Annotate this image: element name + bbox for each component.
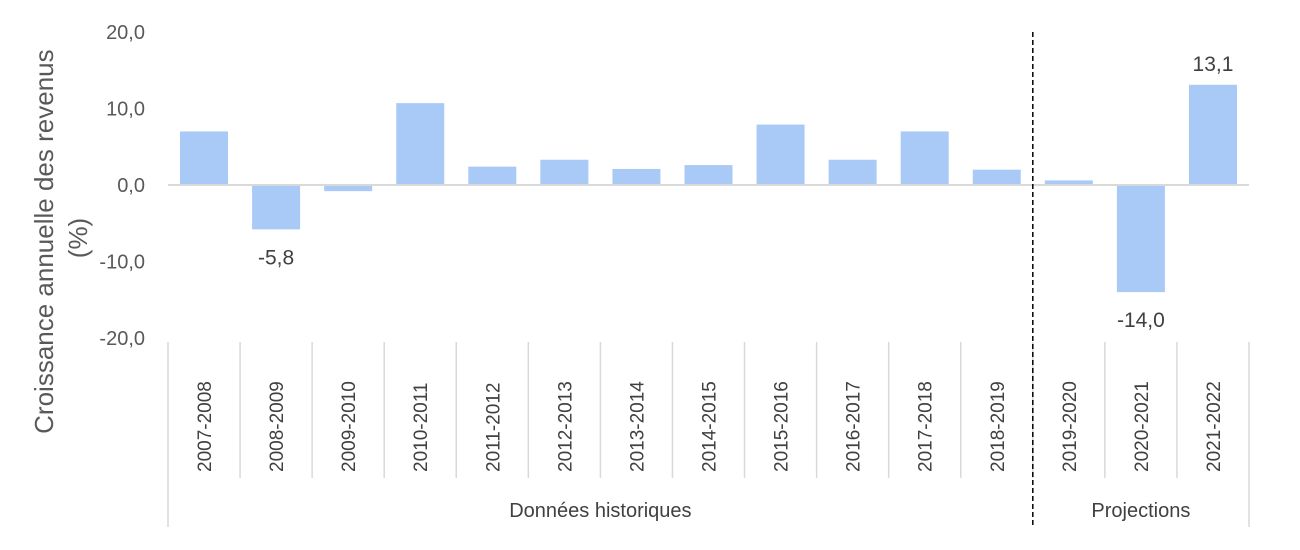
x-tick-label: 2016-2017 <box>844 381 865 472</box>
x-tick-label: 2018-2019 <box>988 381 1009 472</box>
data-label: -14,0 <box>1117 309 1165 332</box>
x-tick-label: 2019-2020 <box>1060 381 1081 472</box>
x-tick-label: 2021-2022 <box>1204 381 1225 472</box>
data-label: 13,1 <box>1193 53 1234 76</box>
bar <box>900 131 949 185</box>
y-ticks: 20,0 10,0 0,0 -10,0 -20,0 <box>99 22 145 350</box>
data-labels: -5,8 -14,0 13,1 <box>258 53 1233 332</box>
x-tick-label: 2009-2010 <box>339 381 360 472</box>
bar <box>1044 180 1093 185</box>
x-tick-label: 2017-2018 <box>916 381 937 472</box>
bars <box>180 84 1237 293</box>
bar <box>252 185 301 230</box>
bar <box>972 169 1021 185</box>
x-tick-label: 2013-2014 <box>627 381 648 472</box>
x-tick-label: 2012-2013 <box>555 381 576 472</box>
category-labels: 2007-2008 2008-2009 2009-2010 2010-2011 2011… <box>167 342 1250 527</box>
x-tick-label: 2008-2009 <box>267 381 288 472</box>
x-tick-label: 2010-2011 <box>411 383 432 472</box>
bar <box>756 124 805 185</box>
group-labels: Données historiques Projections <box>509 32 1190 527</box>
bar <box>180 131 229 185</box>
group-label: Projections <box>1091 500 1190 522</box>
bar <box>1116 185 1165 293</box>
y-tick-label: -20,0 <box>99 328 145 350</box>
x-tick-label: 2020-2021 <box>1132 381 1153 472</box>
bar <box>396 103 445 185</box>
y-tick-label: 20,0 <box>106 22 145 44</box>
y-tick-label: -10,0 <box>99 252 145 274</box>
y-tick-label: 0,0 <box>117 175 145 197</box>
y-tick-label: 10,0 <box>106 99 145 121</box>
y-axis-title: Croissance annuelle des revenus (%) <box>29 42 93 434</box>
x-tick-label: 2014-2015 <box>700 381 721 472</box>
y-axis-title-line1: Croissance annuelle des revenus <box>29 49 59 433</box>
x-tick-label: 2011-2012 <box>483 383 504 472</box>
bar <box>468 166 517 185</box>
bar <box>612 168 661 185</box>
bar <box>540 159 589 185</box>
bar <box>324 185 373 192</box>
y-axis-title-line2: (%) <box>63 218 93 258</box>
group-label: Données historiques <box>509 500 691 522</box>
x-tick-label: 2007-2008 <box>195 381 216 472</box>
x-tick-label: 2015-2016 <box>772 381 793 472</box>
bar <box>828 159 877 185</box>
data-label: -5,8 <box>258 246 294 269</box>
bar <box>684 165 733 185</box>
bar <box>1188 84 1237 185</box>
